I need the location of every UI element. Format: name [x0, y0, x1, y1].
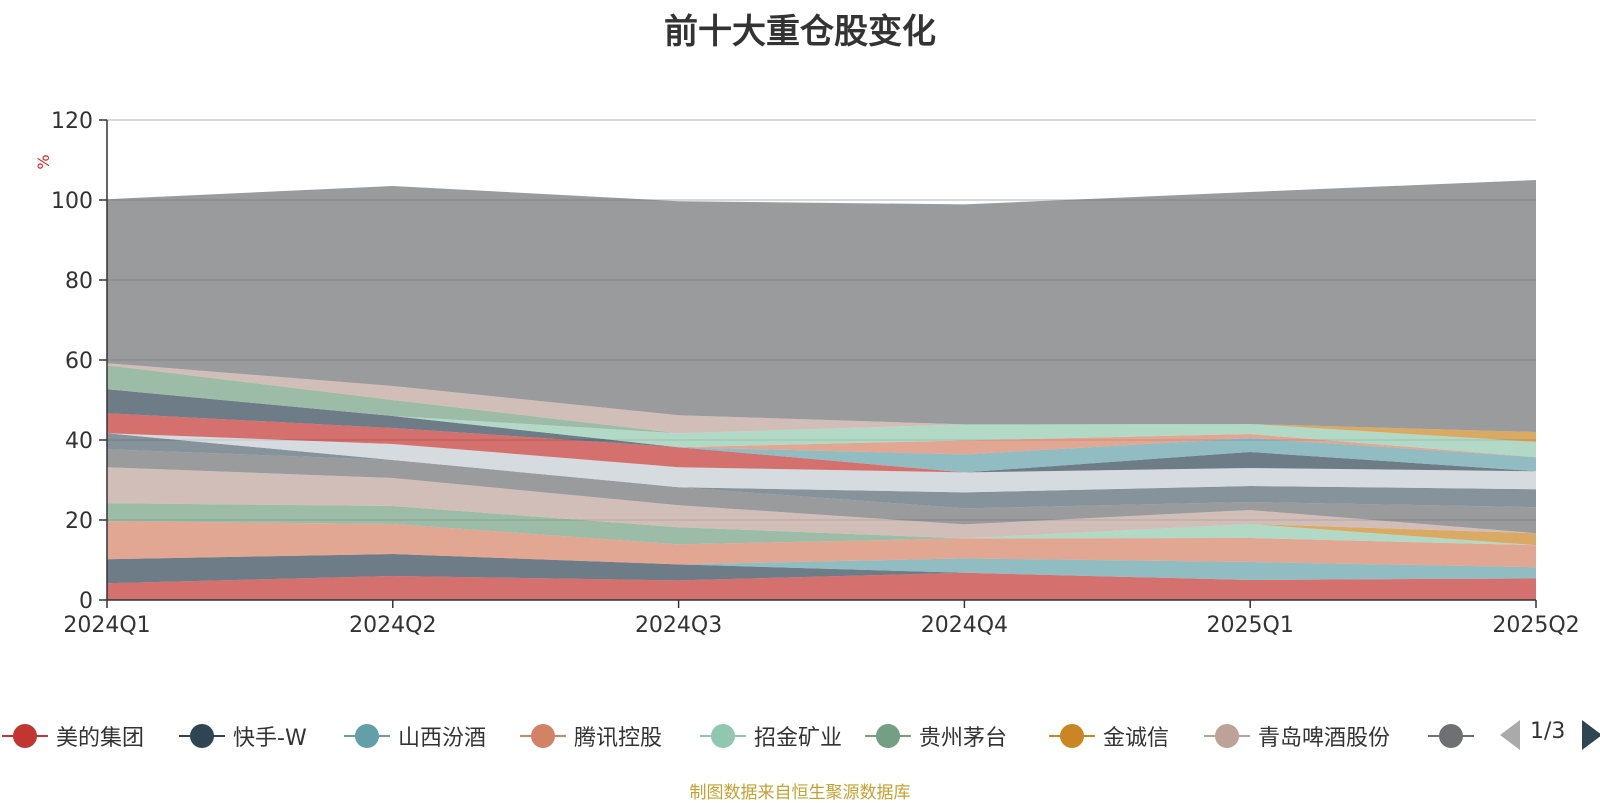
legend-next-arrow-icon[interactable]: [1582, 720, 1600, 750]
area-chart: 0 20 40 60 80 100 120 2024Q1 2024Q2 2024Q3 2024Q4 2…: [34, 109, 1580, 638]
legend-item[interactable]: 招金矿业: [698, 718, 842, 754]
x-tick-label: 2024Q4: [921, 613, 1008, 638]
series-area-19[interactable]: [107, 180, 1536, 432]
x-tick-label: 2024Q2: [349, 613, 436, 638]
y-tick-label: 60: [65, 349, 93, 374]
series-area-14[interactable]: [107, 389, 1536, 458]
x-tick-label: 2024Q1: [63, 613, 150, 638]
legend-item[interactable]: 山西汾酒: [342, 718, 486, 754]
y-tick-label: 40: [65, 429, 93, 454]
legend-item[interactable]: 腾讯控股: [518, 718, 662, 754]
y-tick-label: 80: [65, 269, 93, 294]
series-area-7[interactable]: [107, 467, 1536, 539]
legend-item[interactable]: 快手-W: [177, 718, 307, 754]
legend-marker-icon: [0, 718, 50, 754]
y-tick-label: 20: [65, 509, 93, 534]
series-area-5[interactable]: [107, 503, 1536, 546]
legend-item[interactable]: 美的集团: [0, 718, 144, 754]
y-tick-label: 120: [51, 109, 93, 134]
series-area-15[interactable]: [107, 389, 1536, 458]
legend-prev-arrow-icon[interactable]: [1500, 720, 1520, 750]
series-area-0[interactable]: [107, 572, 1536, 600]
legend-label: 腾讯控股: [574, 726, 663, 751]
legend-label: 快手-W: [233, 726, 307, 751]
axes: 0 20 40 60 80 100 120 2024Q1 2024Q2 2024Q3 2024Q4 2…: [51, 109, 1580, 638]
series-area-11[interactable]: [107, 413, 1536, 473]
legend-label: 青岛啤酒股份: [1258, 726, 1391, 751]
legend-marker-icon: [342, 718, 392, 754]
series-area-4[interactable]: [107, 521, 1536, 546]
source-note: 制图数据来自恒生聚源数据库: [689, 783, 911, 803]
legend-page-indicator: 1/3: [1530, 719, 1566, 744]
legend-marker-icon: [177, 718, 227, 754]
legend: 美的集团 快手-W 山西汾酒 腾讯控股 招金矿业 贵州茅台 金诚信 青岛啤酒股份: [0, 718, 1600, 754]
series-area-1[interactable]: [107, 554, 1536, 584]
series-area-8[interactable]: [107, 449, 1536, 534]
legend-label: 美的集团: [56, 726, 145, 751]
series-area-18[interactable]: [107, 363, 1536, 434]
y-axis-unit: %: [34, 154, 53, 169]
legend-label: 贵州茅台: [919, 726, 1008, 751]
series-area-12[interactable]: [107, 389, 1536, 473]
legend-label: 金诚信: [1103, 726, 1170, 751]
series-area-16[interactable]: [107, 365, 1536, 442]
legend-item[interactable]: 金诚信: [1047, 718, 1169, 754]
series-area-13[interactable]: [107, 389, 1536, 473]
legend-marker-icon: [518, 718, 568, 754]
series-area-10[interactable]: [107, 433, 1536, 493]
legend-item[interactable]: 青岛啤酒股份: [1202, 718, 1390, 754]
legend-item[interactable]: [1426, 718, 1476, 754]
legend-label: 招金矿业: [754, 726, 843, 751]
legend-marker-icon: [1202, 718, 1252, 754]
legend-marker-icon: [698, 718, 748, 754]
legend-marker-icon: [1426, 718, 1476, 754]
series-areas: [107, 180, 1536, 600]
series-area-2[interactable]: [107, 554, 1536, 580]
y-tick-label: 100: [51, 189, 93, 214]
legend-item[interactable]: 贵州茅台: [863, 718, 1007, 754]
y-tick-label: 0: [79, 589, 93, 614]
chart-title: 前十大重仓股变化: [664, 12, 936, 52]
x-tick-label: 2025Q1: [1207, 613, 1294, 638]
legend-marker-icon: [1047, 718, 1097, 754]
legend-label: 山西汾酒: [398, 726, 487, 751]
x-tick-label: 2025Q2: [1492, 613, 1579, 638]
x-tick-label: 2024Q3: [635, 613, 722, 638]
series-area-9[interactable]: [107, 433, 1536, 509]
legend-marker-icon: [863, 718, 913, 754]
series-area-3[interactable]: [107, 521, 1536, 568]
